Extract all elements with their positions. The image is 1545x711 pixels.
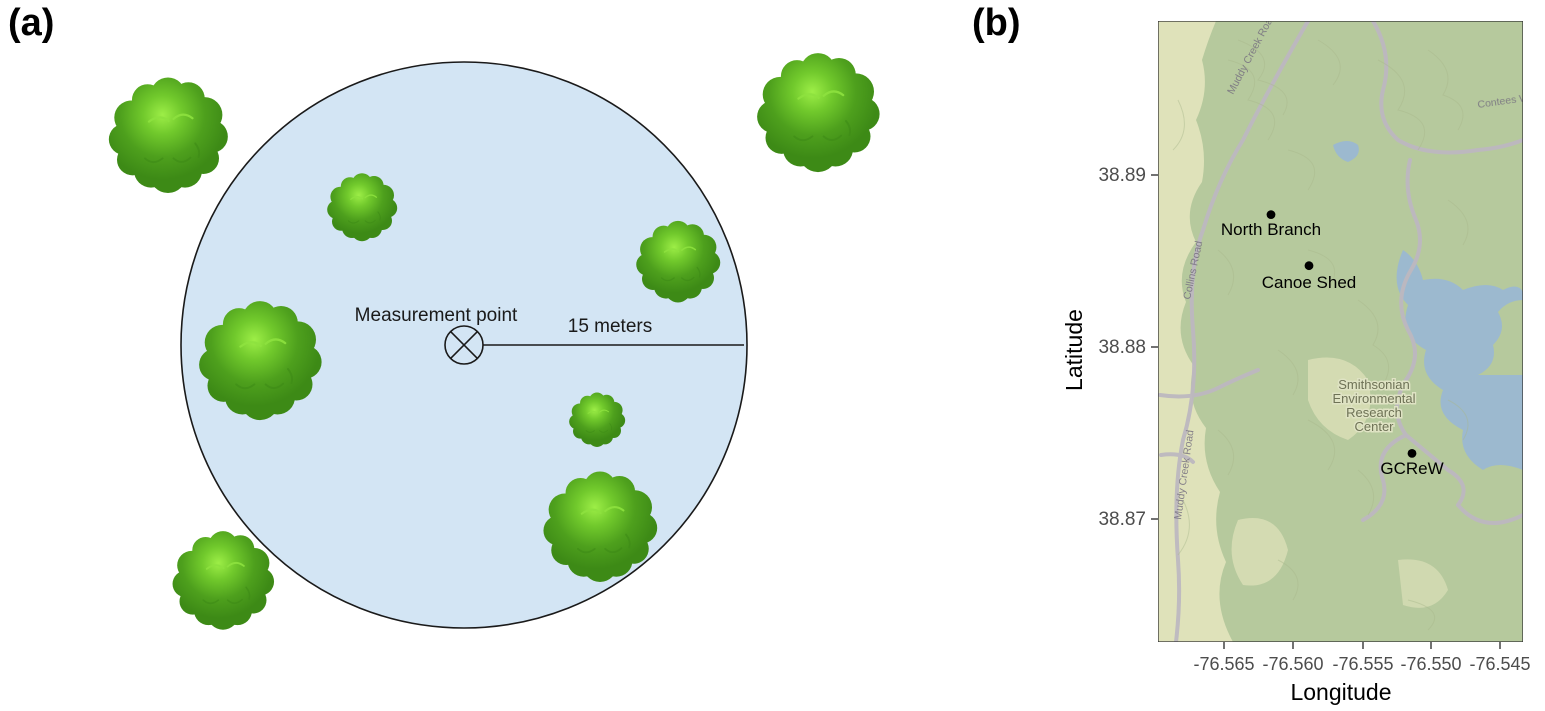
svg-text:North Branch: North Branch xyxy=(1221,220,1321,239)
svg-text:Canoe Shed: Canoe Shed xyxy=(1262,273,1357,292)
svg-text:GCReW: GCReW xyxy=(1380,459,1443,478)
svg-text:15 meters: 15 meters xyxy=(568,316,652,337)
svg-text:38.87: 38.87 xyxy=(1098,509,1146,530)
svg-text:38.89: 38.89 xyxy=(1098,165,1146,186)
svg-text:-76.565: -76.565 xyxy=(1193,654,1254,674)
svg-text:Center: Center xyxy=(1354,419,1394,434)
svg-text:Latitude: Latitude xyxy=(1061,309,1087,391)
svg-text:Measurement point: Measurement point xyxy=(355,305,518,326)
svg-text:Smithsonian: Smithsonian xyxy=(1338,377,1410,392)
svg-text:-76.560: -76.560 xyxy=(1262,654,1323,674)
svg-text:-76.550: -76.550 xyxy=(1400,654,1461,674)
svg-text:Environmental: Environmental xyxy=(1332,391,1415,406)
svg-text:-76.555: -76.555 xyxy=(1332,654,1393,674)
svg-text:38.88: 38.88 xyxy=(1098,337,1146,358)
svg-text:Research: Research xyxy=(1346,405,1402,420)
svg-text:Longitude: Longitude xyxy=(1290,679,1391,705)
svg-text:-76.545: -76.545 xyxy=(1469,654,1530,674)
